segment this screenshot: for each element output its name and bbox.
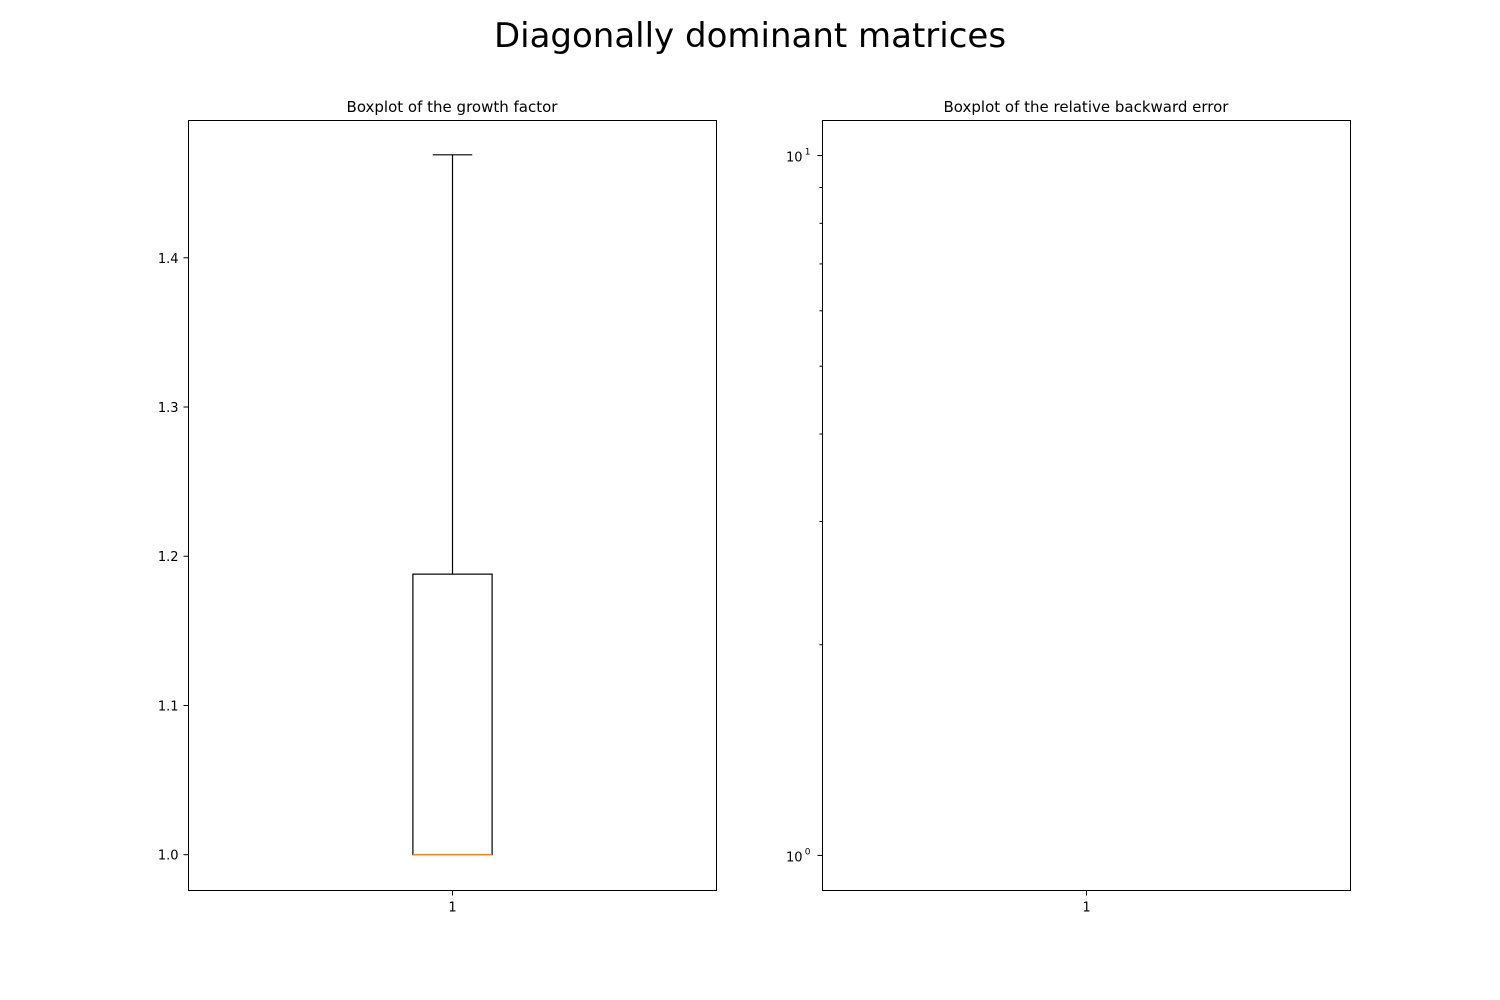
y-tick-label-exponent: 0 (805, 847, 811, 857)
y-tick-label: 1.1 (158, 699, 179, 714)
figure-suptitle: Diagonally dominant matrices (494, 16, 1006, 56)
y-tick-label: 1.2 (158, 550, 179, 565)
y-tick-label: 1.4 (158, 252, 179, 267)
x-tick-label: 1 (448, 901, 456, 916)
x-tick-label: 1 (1082, 901, 1090, 916)
y-tick-label: 10 (786, 850, 803, 865)
y-tick-label: 1.0 (158, 849, 179, 864)
y-tick-label-exponent: 1 (805, 147, 811, 157)
y-tick-label: 10 (786, 150, 803, 165)
backward-error-panel: Boxplot of the relative backward error 1… (786, 98, 1351, 916)
y-tick-label: 1.3 (158, 401, 179, 416)
backward-error-title: Boxplot of the relative backward error (944, 98, 1230, 116)
growth-factor-panel: Boxplot of the growth factor 1 1.0 1.1 1.2 1… (158, 98, 717, 916)
growth-factor-title: Boxplot of the growth factor (347, 98, 559, 116)
